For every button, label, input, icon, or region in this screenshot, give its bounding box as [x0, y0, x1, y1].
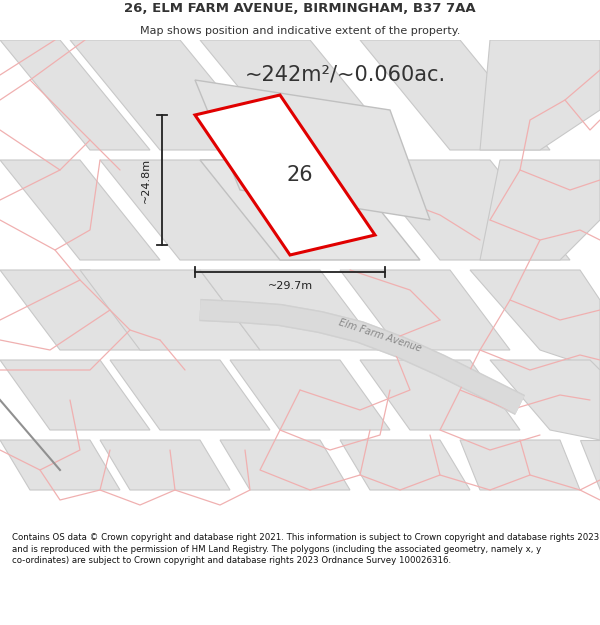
Polygon shape [480, 160, 600, 260]
Polygon shape [200, 160, 420, 260]
Polygon shape [100, 160, 310, 260]
Polygon shape [490, 360, 600, 440]
Polygon shape [340, 270, 510, 350]
Text: 26: 26 [287, 165, 313, 185]
Polygon shape [70, 40, 270, 150]
Polygon shape [195, 80, 430, 220]
Polygon shape [360, 360, 520, 430]
Polygon shape [0, 440, 120, 490]
Text: Contains OS data © Crown copyright and database right 2021. This information is : Contains OS data © Crown copyright and d… [12, 533, 599, 566]
Polygon shape [230, 360, 390, 430]
Polygon shape [360, 160, 570, 260]
Polygon shape [480, 40, 600, 150]
Polygon shape [200, 40, 400, 150]
Polygon shape [340, 440, 470, 490]
Text: ~242m²/~0.060ac.: ~242m²/~0.060ac. [245, 65, 446, 85]
Text: Map shows position and indicative extent of the property.: Map shows position and indicative extent… [140, 26, 460, 36]
Polygon shape [220, 440, 350, 490]
Polygon shape [195, 95, 375, 255]
Text: ~24.8m: ~24.8m [141, 158, 151, 202]
Polygon shape [0, 360, 150, 430]
Text: 26, ELM FARM AVENUE, BIRMINGHAM, B37 7AA: 26, ELM FARM AVENUE, BIRMINGHAM, B37 7AA [124, 2, 476, 15]
Polygon shape [0, 270, 150, 350]
Polygon shape [200, 270, 380, 350]
Polygon shape [80, 270, 260, 350]
Polygon shape [100, 440, 230, 490]
Polygon shape [0, 40, 150, 150]
Polygon shape [470, 270, 600, 370]
Text: ~29.7m: ~29.7m [268, 281, 313, 291]
Polygon shape [580, 440, 600, 490]
Polygon shape [460, 440, 580, 490]
Text: Elm Farm Avenue: Elm Farm Avenue [337, 317, 422, 353]
Polygon shape [0, 160, 160, 260]
Polygon shape [110, 360, 270, 430]
Polygon shape [360, 40, 550, 150]
